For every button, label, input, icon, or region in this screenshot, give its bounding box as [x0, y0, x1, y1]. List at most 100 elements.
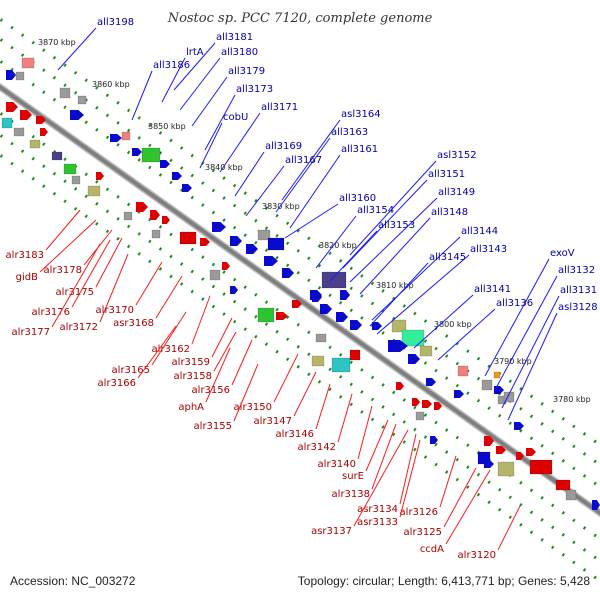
- bottom-label-leader: [205, 347, 231, 403]
- bottom-gene-label[interactable]: alr3155: [194, 421, 232, 432]
- top-gene-label[interactable]: all3143: [470, 244, 507, 255]
- bottom-gene-label[interactable]: alr3159: [172, 357, 210, 368]
- top-gene-label[interactable]: all3131: [560, 285, 597, 296]
- bottom-gene-label[interactable]: asr3168: [113, 318, 154, 329]
- top-gene-label[interactable]: all3145: [429, 252, 466, 263]
- bottom-gene-label[interactable]: alr3183: [6, 250, 44, 261]
- gene-arrow: [110, 134, 122, 142]
- top-label-leader: [369, 262, 429, 327]
- top-gene-label[interactable]: all3173: [236, 84, 273, 95]
- gene-box: [141, 147, 161, 163]
- bottom-gene-label[interactable]: alr3140: [318, 459, 356, 470]
- bottom-gene-label[interactable]: alr3138: [332, 489, 370, 500]
- top-gene-label[interactable]: all3163: [331, 127, 368, 138]
- bottom-gene-label[interactable]: surE: [342, 471, 364, 482]
- bottom-gene-label[interactable]: alr3176: [32, 307, 70, 318]
- bottom-gene-label[interactable]: asr3134: [357, 504, 398, 515]
- top-gene-label[interactable]: all3186: [153, 60, 190, 71]
- gene-box: [529, 459, 553, 475]
- bottom-label-leader: [45, 209, 81, 251]
- bottom-gene-label[interactable]: alr3165: [112, 365, 150, 376]
- top-gene-label[interactable]: all3153: [378, 220, 415, 231]
- bottom-gene-label[interactable]: gidB: [16, 272, 38, 283]
- top-gene-label[interactable]: all3132: [558, 265, 595, 276]
- gene-arrow: [422, 400, 432, 408]
- gene-box: [555, 479, 571, 491]
- top-gene-label[interactable]: all3149: [438, 187, 475, 198]
- top-gene-label[interactable]: all3144: [461, 226, 498, 237]
- gene-box: [121, 131, 131, 141]
- top-gene-label[interactable]: all3161: [341, 144, 378, 155]
- bottom-gene-label[interactable]: alr3150: [234, 402, 272, 413]
- bottom-gene-label[interactable]: alr3175: [56, 287, 94, 298]
- bottom-label-leader: [443, 467, 477, 528]
- gene-box: [315, 333, 327, 343]
- top-label-leader: [199, 122, 223, 169]
- bottom-gene-label[interactable]: alr3147: [254, 416, 292, 427]
- top-label-leader: [349, 197, 438, 283]
- gene-arrow: [182, 184, 192, 192]
- bottom-gene-label[interactable]: alr3170: [96, 305, 134, 316]
- bottom-gene-label[interactable]: alr3177: [12, 327, 50, 338]
- top-gene-label[interactable]: all3154: [357, 205, 394, 216]
- top-label-leader: [371, 236, 461, 321]
- kbp-tick-label: 3790 kbp: [494, 357, 532, 366]
- top-gene-label[interactable]: all3167: [285, 155, 322, 166]
- bottom-gene-label[interactable]: alr3125: [404, 527, 442, 538]
- bottom-gene-label[interactable]: ccdA: [420, 544, 444, 555]
- bottom-label-leader: [231, 339, 253, 386]
- top-gene-label[interactable]: asl3164: [341, 109, 381, 120]
- bottom-gene-label[interactable]: alr3120: [458, 550, 496, 561]
- bottom-gene-label[interactable]: alr3166: [98, 378, 136, 389]
- bottom-gene-label[interactable]: asr3137: [311, 526, 352, 537]
- bottom-gene-label[interactable]: alr3142: [298, 442, 336, 453]
- top-gene-label[interactable]: asl3128: [558, 302, 598, 313]
- bottom-label-leader: [353, 429, 409, 527]
- bottom-gene-label[interactable]: asr3133: [357, 517, 398, 528]
- top-gene-label[interactable]: all3151: [428, 169, 465, 180]
- gene-box: [13, 127, 25, 137]
- top-label-leader: [179, 57, 221, 111]
- bottom-gene-label[interactable]: aphA: [178, 402, 204, 413]
- top-gene-label[interactable]: all3141: [474, 284, 511, 295]
- top-label-leader: [275, 137, 331, 213]
- gene-arrow: [340, 290, 350, 300]
- top-label-leader: [413, 294, 474, 349]
- top-gene-label[interactable]: asl3152: [437, 150, 477, 161]
- top-gene-label[interactable]: all3179: [228, 66, 265, 77]
- top-gene-label[interactable]: all3148: [431, 207, 468, 218]
- top-gene-label[interactable]: all3198: [97, 17, 134, 28]
- top-gene-label[interactable]: all3180: [221, 47, 258, 58]
- bottom-gene-label[interactable]: alr3146: [276, 429, 314, 440]
- gene-box: [15, 71, 25, 81]
- top-gene-label[interactable]: cobU: [223, 112, 248, 123]
- gene-arrow: [526, 448, 536, 456]
- top-gene-label[interactable]: all3169: [265, 141, 302, 152]
- bottom-label-leader: [137, 325, 177, 379]
- gene-box: [311, 355, 325, 367]
- bottom-gene-label[interactable]: alr3162: [152, 344, 190, 355]
- gene-arrow: [246, 244, 258, 254]
- gene-box: [29, 139, 41, 149]
- top-gene-label[interactable]: all3181: [216, 32, 253, 43]
- gene-arrow: [40, 128, 48, 136]
- gene-box: [71, 175, 81, 185]
- top-gene-label[interactable]: lrtA: [186, 47, 204, 58]
- genome-title: Nostoc sp. PCC 7120, complete genome: [167, 11, 433, 26]
- gene-box: [457, 365, 469, 377]
- bottom-gene-label[interactable]: alr3158: [174, 371, 212, 382]
- gene-arrow: [20, 110, 32, 120]
- bottom-label-leader: [357, 405, 373, 460]
- genome-summary-text: Topology: circular; Length: 6,413,771 bp…: [298, 574, 591, 588]
- kbp-tick-label: 3780 kbp: [553, 395, 591, 404]
- top-gene-label[interactable]: all3171: [261, 102, 298, 113]
- top-gene-label[interactable]: exoV: [550, 248, 575, 259]
- bottom-label-leader: [439, 455, 457, 508]
- top-gene-label[interactable]: all3160: [339, 193, 376, 204]
- top-gene-label[interactable]: all3136: [496, 298, 533, 309]
- kbp-tick-label: 3850 kbp: [148, 122, 186, 131]
- bottom-gene-label[interactable]: alr3178: [44, 265, 82, 276]
- gene-arrow: [162, 216, 170, 224]
- bottom-gene-label[interactable]: alr3126: [400, 507, 438, 518]
- bottom-gene-label[interactable]: alr3172: [60, 322, 98, 333]
